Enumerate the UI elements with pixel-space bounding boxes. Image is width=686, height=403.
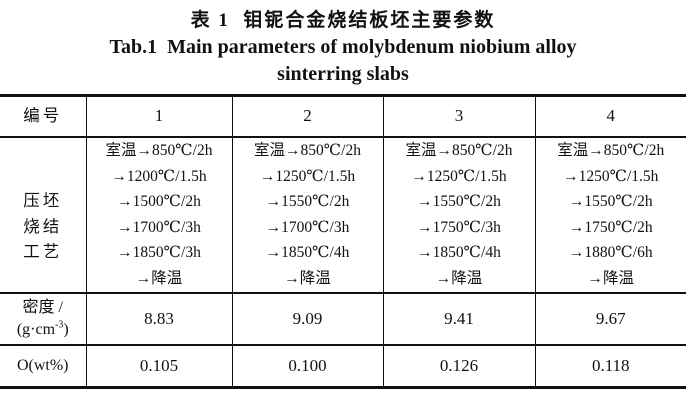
oxygen-label-cell: O(wt%): [0, 345, 86, 388]
table-caption-en-line1: Tab.1 Main parameters of molybdenum niob…: [109, 36, 577, 58]
header-label: 编号: [23, 106, 63, 126]
process-cell-2: 室温→850℃/2h →1250℃/1.5h →1550℃/2h →1700℃/…: [231, 136, 383, 294]
process-row: 压坯 烧结 工艺 室温→850℃/2h →1200℃/1.5h →1500℃/2…: [0, 136, 686, 294]
density-unit-suffix: ): [63, 320, 69, 338]
density-cell-3: 9.41: [382, 292, 535, 346]
header-col-3: 3: [382, 95, 535, 138]
density-unit-sup: -3: [55, 319, 64, 331]
process-label-cell: 压坯 烧结 工艺: [0, 136, 86, 294]
oxygen-row-label: O(wt%): [16, 356, 69, 374]
header-col-2: 2: [231, 95, 383, 138]
header-col-1: 1: [85, 95, 232, 138]
density-cell-1: 8.83: [85, 292, 232, 346]
process-cell-1: 室温→850℃/2h →1200℃/1.5h →1500℃/2h →1700℃/…: [85, 136, 232, 294]
oxygen-cell-2: 0.100: [231, 344, 383, 388]
process-row-label: 压坯 烧结 工艺: [23, 191, 63, 261]
density-unit-prefix: (g·cm: [16, 320, 56, 338]
process-cell-4: 室温→850℃/2h →1250℃/1.5h →1550℃/2h →1750℃/…: [534, 136, 686, 294]
density-row-label: 密度 /: [22, 298, 63, 316]
density-cell-4: 9.67: [534, 292, 686, 346]
density-cell-2: 9.09: [231, 292, 383, 346]
oxygen-cell-4: 0.118: [534, 344, 686, 388]
process-cell-3: 室温→850℃/2h →1250℃/1.5h →1550℃/2h →1750℃/…: [382, 136, 535, 294]
parameters-table: 编号 1 2 3 4 压坯 烧结 工艺 室温→850℃/2h →1200℃/1.…: [0, 94, 686, 389]
table-caption-zh: 表 1 钼铌合金烧结板坯主要参数: [190, 10, 496, 31]
density-label-cell: 密度 / (g·cm-3): [0, 292, 86, 346]
table-caption-en-line2: sinterring slabs: [277, 63, 409, 85]
oxygen-cell-3: 0.126: [382, 344, 535, 388]
density-row: 密度 / (g·cm-3) 8.83 9.09 9.41 9.67: [0, 292, 686, 346]
header-label-cell: 编号: [0, 95, 86, 138]
header-row: 编号 1 2 3 4: [0, 95, 686, 138]
density-row-unit: (g·cm-3): [2, 319, 84, 341]
oxygen-cell-1: 0.105: [85, 344, 232, 388]
oxygen-row: O(wt%) 0.105 0.100 0.126 0.118: [0, 344, 686, 388]
table-caption: 表 1 钼铌合金烧结板坯主要参数 Tab.1 Main parameters o…: [0, 0, 686, 88]
header-col-4: 4: [534, 95, 686, 138]
